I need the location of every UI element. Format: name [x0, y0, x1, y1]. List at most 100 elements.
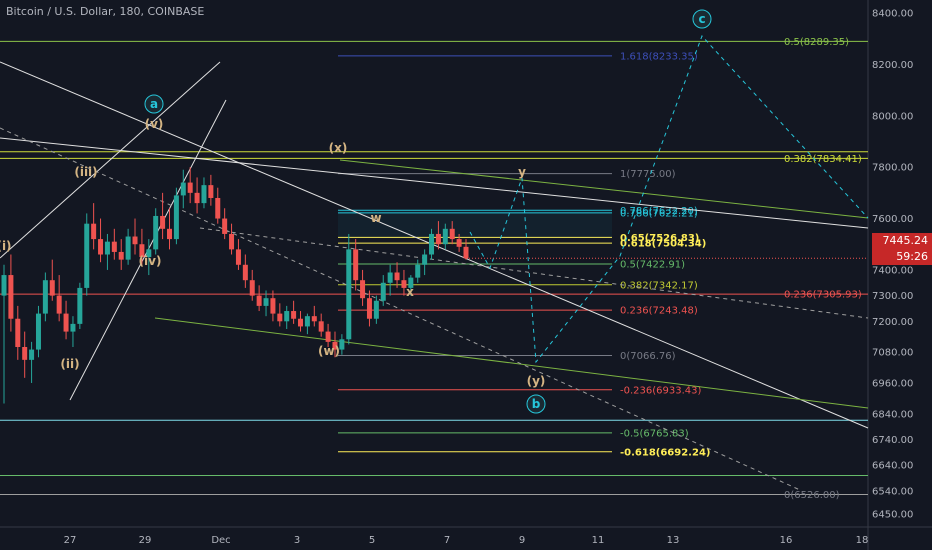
x-tick-label: 5 [369, 535, 375, 546]
chart-title: Bitcoin / U.S. Dollar, 180, COINBASE [6, 5, 205, 18]
x-tick-label: 16 [780, 535, 793, 546]
candle-body [387, 272, 393, 283]
candle-body [180, 182, 186, 196]
wave-label-circle [144, 94, 164, 114]
candle-body [435, 233, 441, 245]
candle-body [456, 239, 462, 247]
y-tick-label: 7200.00 [872, 317, 913, 328]
candle-body [366, 298, 372, 319]
last-price-tag: 7445.24 [872, 233, 932, 249]
candle-body [429, 233, 435, 255]
candle-body [146, 249, 152, 258]
candle-body [42, 280, 48, 314]
candle-body [194, 192, 200, 204]
candle-body [229, 233, 235, 250]
candle-body [373, 300, 379, 319]
y-tick-label: 6640.00 [872, 461, 913, 472]
fib-level-label: 0.5(8289.35) [784, 37, 849, 48]
candle-body [277, 313, 283, 322]
trend-line [0, 61, 221, 259]
candle-body [160, 215, 166, 229]
candle-body [125, 236, 131, 260]
fib-level-label: 0(6526.00) [784, 490, 840, 501]
wave-label-circle [692, 9, 712, 29]
candle-body [463, 246, 469, 259]
candle-body [35, 313, 41, 350]
candle-body [166, 228, 172, 240]
fib-level-label: 1.618(8233.35) [620, 51, 698, 62]
wave-label: (v) [145, 117, 164, 131]
fib-level-label: 0.618(7504.34) [620, 239, 706, 250]
wave-label-circle [526, 394, 546, 414]
candle-body [318, 321, 324, 332]
wave-label: a [150, 97, 158, 111]
candle-body [235, 249, 241, 265]
candle-body [284, 311, 290, 322]
wave-label: y [518, 165, 526, 179]
fib-level-label: 0.236(7305.93) [784, 290, 862, 301]
candle-body [8, 275, 14, 319]
y-tick-label: 8200.00 [872, 60, 913, 71]
candle-body [325, 331, 331, 342]
x-tick-label: 13 [667, 535, 680, 546]
x-tick-label: 9 [519, 535, 525, 546]
candle-body [56, 295, 62, 314]
y-tick-label: 6960.00 [872, 378, 913, 389]
y-tick-label: 7600.00 [872, 214, 913, 225]
wave-label: c [698, 12, 705, 26]
wave-label: (y) [527, 374, 546, 388]
candle-body [104, 241, 110, 255]
y-tick-label: 6740.00 [872, 435, 913, 446]
y-tick-label: 7080.00 [872, 348, 913, 359]
projected-wave-path [469, 35, 869, 364]
wave-label: b [532, 397, 541, 411]
fib-level-label: 0.236(7243.48) [620, 306, 698, 317]
fib-level-label: -0.618(6692.24) [620, 447, 710, 458]
x-tick-label: 18 [856, 535, 869, 546]
y-tick-label: 6840.00 [872, 409, 913, 420]
trend-line [339, 159, 869, 219]
x-tick-label: 27 [64, 535, 77, 546]
fib-level-label: 0.786(7632.20) [620, 206, 698, 217]
wave-label: x [406, 285, 414, 299]
y-tick-label: 6450.00 [872, 510, 913, 521]
y-tick-label: 8000.00 [872, 111, 913, 122]
candle-body [49, 280, 55, 296]
candle-body [298, 318, 304, 327]
fib-level-label: 0.786(7622.21) [620, 208, 698, 219]
candle-body [70, 323, 76, 332]
trend-line [0, 137, 869, 229]
candle-body [442, 228, 448, 245]
candle-body [98, 239, 104, 255]
candle-body [270, 298, 276, 314]
trend-line [199, 227, 869, 319]
y-tick-label: 8400.00 [872, 9, 913, 20]
wave-label: (iii) [74, 165, 97, 179]
wave-label: (i) [0, 239, 12, 253]
candle-body [139, 244, 145, 258]
candle-body [304, 316, 310, 327]
candle-body [222, 218, 228, 234]
x-tick-label: 3 [294, 535, 300, 546]
x-tick-label: 7 [444, 535, 450, 546]
fib-level-label: 0.382(7834.41) [784, 154, 862, 165]
x-tick-label: 11 [592, 535, 605, 546]
candle-body [201, 185, 207, 204]
candle-body [311, 316, 317, 322]
candle-body [401, 280, 407, 288]
y-tick-label: 6540.00 [872, 486, 913, 497]
candle-body [187, 182, 193, 193]
candle-body [63, 313, 69, 332]
candle-body [449, 228, 455, 240]
bar-countdown-tag: 59:26 [872, 249, 932, 265]
fib-level-label: 0.65(7526.83) [620, 233, 699, 244]
wave-label: (iv) [139, 254, 162, 268]
candle-body [111, 241, 117, 252]
candle-body [353, 249, 359, 281]
candle-body [256, 295, 262, 306]
candle-body [15, 318, 21, 347]
candle-body [215, 197, 221, 219]
